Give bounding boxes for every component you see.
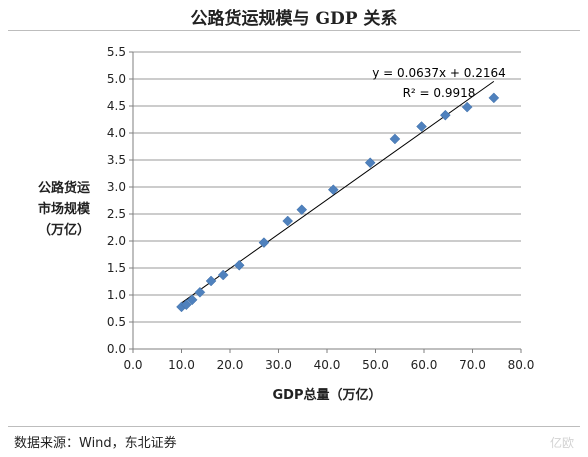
data-point (205, 275, 217, 287)
x-tick-label: 30.0 (265, 358, 292, 372)
data-point (217, 269, 229, 281)
x-tick-label: 0.0 (123, 358, 142, 372)
data-point (327, 184, 339, 196)
trendline (181, 80, 495, 304)
data-point (488, 92, 500, 104)
x-tick-label: 10.0 (168, 358, 195, 372)
x-tick-label: 40.0 (314, 358, 341, 372)
data-points (176, 92, 500, 313)
source-note: 数据来源：Wind，东北证券 (14, 436, 177, 451)
x-tick-labels: 0.0 10.0 20.0 30.0 40.0 50.0 60.0 70.0 80.0 (123, 358, 534, 372)
x-tick-label: 80.0 (508, 358, 535, 372)
y-tick-label: 5.0 (107, 72, 126, 86)
data-point (416, 121, 427, 132)
data-point (258, 237, 270, 248)
y-tick-label: 3.5 (107, 153, 126, 167)
data-point (389, 133, 401, 145)
y-tick-label: 0.0 (107, 342, 126, 356)
page-title: 公路货运规模与 GDP 关系 (190, 9, 398, 29)
x-tick-label: 50.0 (362, 358, 389, 372)
y-axis-label-line: （万亿） (37, 223, 90, 238)
watermark: 亿欧 (549, 436, 574, 450)
trendline-r-squared: R² = 0.9918 (403, 86, 476, 100)
data-point (186, 294, 198, 306)
y-tick-label: 4.5 (107, 99, 126, 113)
data-point (180, 299, 192, 311)
y-tick-label: 1.5 (107, 261, 126, 275)
y-tick-label: 5.5 (107, 45, 126, 59)
y-axis-label-line: 市场规模 (37, 202, 90, 217)
data-point (364, 157, 376, 169)
axes (129, 51, 522, 353)
data-point (194, 286, 206, 298)
data-point (461, 101, 473, 113)
y-tick-labels: 0.0 0.5 1.0 1.5 2.0 2.5 3.0 3.5 4.0 4.5 5.0 5.5 (107, 45, 126, 356)
data-point (282, 215, 294, 227)
y-tick-label: 1.0 (107, 288, 126, 302)
y-tick-label: 3.0 (107, 180, 126, 194)
source-divider (8, 426, 580, 427)
y-tick-label: 2.5 (107, 207, 126, 221)
x-tick-label: 60.0 (411, 358, 438, 372)
x-tick-label: 20.0 (217, 358, 244, 372)
data-point (439, 109, 451, 121)
y-axis-label-line: 公路货运 (37, 181, 90, 196)
y-tick-label: 4.0 (107, 126, 126, 140)
y-axis-label: 公路货运 市场规模 （万亿） (24, 178, 104, 241)
x-tick-label: 70.0 (459, 358, 486, 372)
title-divider (8, 30, 580, 31)
data-point (233, 259, 245, 271)
data-point (296, 204, 308, 216)
x-axis-label: GDP总量（万亿） (272, 388, 382, 403)
y-tick-label: 2.0 (107, 234, 126, 248)
gridlines (133, 51, 521, 323)
y-tick-label: 0.5 (107, 315, 126, 329)
trendline-group (181, 80, 495, 304)
trendline-equation: y = 0.0637x + 0.2164 (372, 66, 506, 80)
